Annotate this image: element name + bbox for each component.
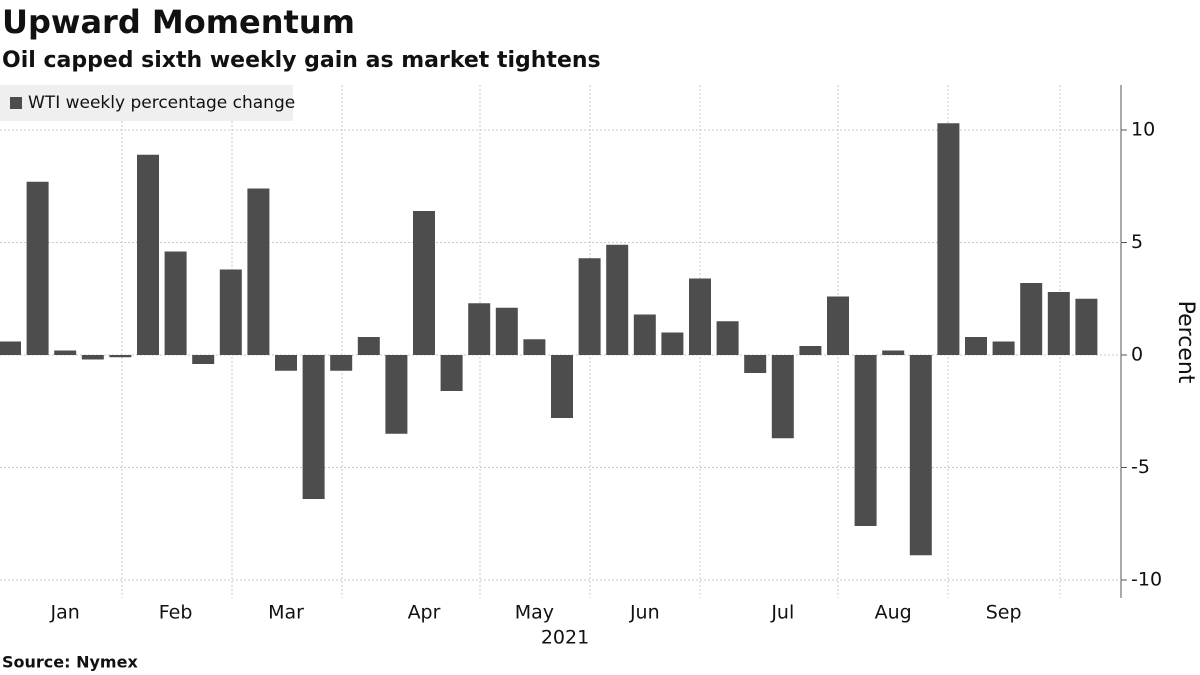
chart-subtitle: Oil capped sixth weekly gain as market t…	[2, 48, 601, 73]
bar	[413, 211, 435, 355]
bar	[799, 346, 822, 355]
bar	[606, 244, 629, 355]
bar	[1075, 298, 1098, 355]
bar	[882, 350, 905, 355]
bar	[275, 355, 297, 371]
bar	[219, 269, 242, 355]
y-tick-label: 10	[1131, 119, 1155, 141]
bar	[689, 278, 711, 355]
x-axis-label: 2021	[541, 627, 589, 649]
y-tick-label: -5	[1131, 456, 1150, 478]
y-tick-label: 5	[1131, 231, 1143, 253]
x-tick-label: Jan	[50, 602, 80, 624]
bar	[578, 258, 601, 355]
x-tick-label: Jun	[629, 602, 660, 624]
x-tick-label: Mar	[268, 602, 304, 624]
x-tick-label: May	[515, 602, 554, 624]
x-tick-label: Jul	[770, 602, 794, 624]
bar	[523, 339, 546, 355]
bar	[633, 314, 656, 355]
bar	[440, 355, 463, 391]
bar	[495, 307, 518, 355]
bar	[551, 355, 573, 418]
bar	[192, 355, 215, 364]
bar	[54, 350, 77, 355]
y-tick-label: 0	[1131, 344, 1143, 366]
y-tick-label: -10	[1131, 569, 1162, 591]
bar	[744, 355, 767, 373]
x-tick-label: Sep	[986, 602, 1022, 624]
bar	[137, 154, 159, 355]
bar	[26, 181, 49, 355]
bar	[0, 341, 21, 355]
bar	[1047, 292, 1070, 355]
bar	[385, 355, 408, 434]
bar	[771, 355, 794, 439]
bar	[109, 355, 132, 358]
bar	[937, 123, 960, 355]
legend-label: WTI weekly percentage change	[28, 93, 295, 113]
bar	[468, 303, 491, 355]
bar	[992, 341, 1015, 355]
bar	[827, 296, 849, 355]
source: Source: Nymex	[2, 653, 138, 672]
bar	[247, 188, 270, 355]
x-tick-label: Apr	[408, 602, 441, 624]
chart-title: Upward Momentum	[2, 3, 355, 41]
x-tick-label: Feb	[159, 602, 193, 624]
legend-swatch	[10, 97, 22, 109]
y-axis-label: Percent	[1173, 301, 1198, 384]
bar	[81, 355, 104, 360]
bar	[330, 355, 353, 371]
bar	[302, 355, 325, 499]
bar	[164, 251, 187, 355]
bar	[357, 337, 380, 355]
legend-box	[0, 85, 293, 121]
bar	[909, 355, 932, 556]
x-tick-label: Aug	[875, 602, 912, 624]
bar	[965, 337, 987, 355]
bar	[716, 321, 739, 355]
bar	[661, 332, 684, 355]
bar	[1020, 283, 1043, 355]
bar	[854, 355, 877, 526]
